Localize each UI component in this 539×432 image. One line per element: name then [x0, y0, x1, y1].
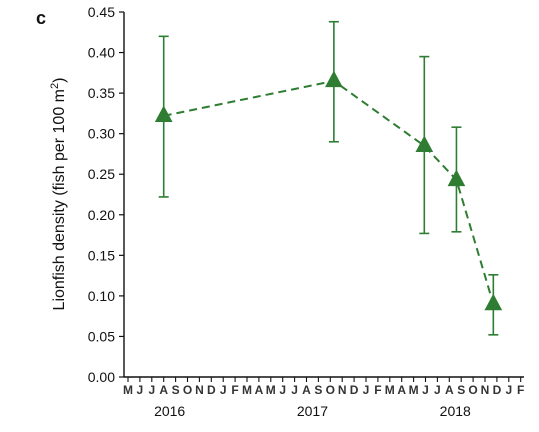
month-label: N: [195, 383, 204, 397]
y-tick-label: 0.05: [88, 328, 115, 344]
month-label: N: [338, 383, 347, 397]
data-point-marker: [447, 169, 466, 187]
month-label: J: [422, 383, 429, 397]
y-tick-label: 0.15: [88, 247, 115, 263]
month-label: M: [385, 383, 395, 397]
month-label: D: [493, 383, 502, 397]
y-axis-label-superscript: 2: [49, 83, 61, 89]
chart-series: [154, 20, 503, 336]
month-label: F: [231, 383, 238, 397]
y-axis-label: Lionfish density (fish per 100 m2): [49, 78, 68, 311]
month-label: O: [183, 383, 192, 397]
y-axis-label-close: ): [51, 78, 68, 83]
month-label: J: [137, 383, 144, 397]
month-label: A: [302, 383, 311, 397]
month-label: S: [172, 383, 180, 397]
year-label: 2017: [297, 403, 328, 419]
y-axis-label-main: Lionfish density (fish per 100 m: [51, 89, 68, 310]
data-point-marker: [154, 105, 173, 123]
y-tick-label: 0.25: [88, 166, 115, 182]
month-label: S: [457, 383, 465, 397]
month-label: F: [517, 383, 524, 397]
chart-axes: 0.00 0.05 0.10 0.15 0.20 0.25 0.30 0.35 0.40 0.45…: [88, 4, 525, 419]
month-label: S: [314, 383, 322, 397]
panel-label: c: [36, 8, 46, 28]
month-label: J: [505, 383, 512, 397]
month-label: M: [123, 383, 133, 397]
month-label: A: [159, 383, 168, 397]
y-tick-label: 0.35: [88, 85, 115, 101]
month-label: J: [291, 383, 298, 397]
month-label: A: [397, 383, 406, 397]
month-label: N: [481, 383, 490, 397]
y-tick-label: 0.30: [88, 126, 115, 142]
month-label: D: [207, 383, 216, 397]
month-label: J: [434, 383, 441, 397]
month-label: A: [255, 383, 264, 397]
y-tick-label: 0.10: [88, 288, 115, 304]
data-point-marker: [415, 135, 434, 153]
month-label: M: [242, 383, 252, 397]
y-tick-label: 0.20: [88, 207, 115, 223]
y-tick-label: 0.45: [88, 4, 115, 20]
year-label: 2016: [154, 403, 185, 419]
month-label: J: [279, 383, 286, 397]
month-label: F: [374, 383, 381, 397]
month-label: A: [445, 383, 454, 397]
y-tick-label: 0.00: [88, 369, 115, 385]
month-label: O: [468, 383, 477, 397]
series-line: [163, 79, 495, 305]
month-label: O: [326, 383, 335, 397]
month-label: D: [350, 383, 359, 397]
data-point-marker: [484, 293, 503, 311]
month-label: J: [363, 383, 370, 397]
month-label: M: [266, 383, 276, 397]
data-point-marker: [325, 70, 343, 88]
y-tick-label: 0.40: [88, 45, 115, 61]
month-label: M: [409, 383, 419, 397]
month-label: J: [220, 383, 227, 397]
year-label: 2018: [440, 403, 471, 419]
month-label: J: [148, 383, 155, 397]
